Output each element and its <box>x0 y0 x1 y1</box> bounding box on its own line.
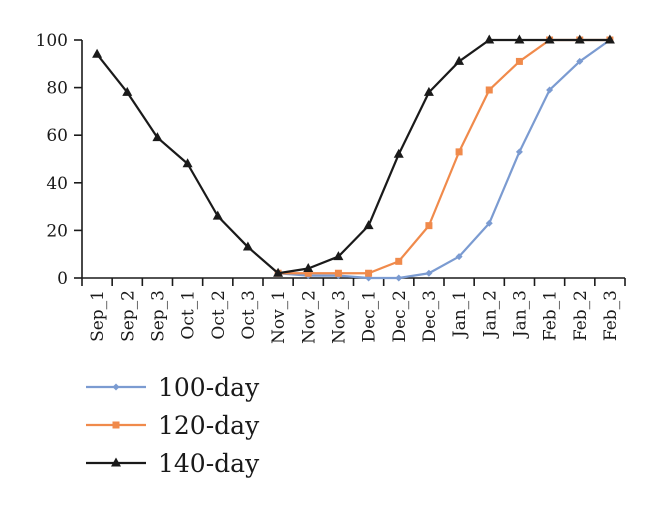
x-tick-label: Dec_3 <box>420 290 440 343</box>
data-point-140-day <box>122 86 133 96</box>
data-point-140-day <box>544 34 555 44</box>
x-axis: Sep_1 Sep_2 Sep_3 Oct_1 Oct_2 Oct_3 Nov_1 Nov_2… <box>81 277 626 344</box>
legend-label: 140-day <box>158 449 260 478</box>
x-tick-label: Feb_2 <box>571 290 591 341</box>
x-tick-label: Jan_1 <box>450 290 470 339</box>
data-point-140-day <box>363 220 374 230</box>
data-point-100-day <box>546 86 554 94</box>
y-axis: 0 20 40 60 80 100 <box>36 31 83 289</box>
x-tick-label: Jan_3 <box>510 290 530 339</box>
data-point-120-day <box>334 269 342 277</box>
data-point-100-day <box>515 148 523 156</box>
data-point-140-day <box>393 148 404 158</box>
legend-marker <box>112 421 120 429</box>
legend-marker <box>112 383 120 391</box>
data-point-140-day <box>484 34 495 44</box>
data-point-100-day <box>395 274 403 282</box>
legend-label: 120-day <box>158 411 260 440</box>
data-point-100-day <box>455 253 463 261</box>
data-point-140-day <box>604 34 615 44</box>
x-tick-label: Nov_2 <box>299 290 319 344</box>
legend: 100-day 120-day 140-day <box>86 373 260 478</box>
data-point-140-day <box>303 262 314 272</box>
y-tick-label: 20 <box>46 221 68 241</box>
series-line-140-day <box>96 38 610 275</box>
y-tick-label: 0 <box>57 269 68 289</box>
series-100-day <box>274 36 614 282</box>
y-tick-label: 100 <box>36 31 68 51</box>
y-tick-label: 40 <box>46 174 68 194</box>
legend-item-120-day: 120-day <box>86 411 260 440</box>
data-point-140-day <box>574 34 585 44</box>
data-point-100-day <box>425 269 433 277</box>
data-point-140-day <box>273 267 284 277</box>
data-point-140-day <box>454 55 465 65</box>
y-tick-label: 80 <box>46 79 68 99</box>
series-140-day <box>92 34 615 277</box>
plot-series <box>92 34 615 282</box>
data-point-140-day <box>333 251 344 261</box>
data-point-120-day <box>425 222 433 230</box>
data-point-120-day <box>365 269 373 277</box>
legend-marker <box>111 457 121 467</box>
data-point-100-day <box>576 57 584 65</box>
x-tick-label: Jan_2 <box>480 290 500 339</box>
x-tick-label: Feb_1 <box>541 290 561 341</box>
series-line-120-day <box>278 38 610 275</box>
x-tick-label: Sep_2 <box>118 290 138 342</box>
series-line-100-day <box>277 39 611 280</box>
data-point-120-day <box>395 257 403 265</box>
x-tick-label: Oct_3 <box>239 290 259 340</box>
x-tick-label: Oct_2 <box>209 290 229 340</box>
x-tick-label: Nov_1 <box>269 290 289 344</box>
legend-item-100-day: 100-day <box>86 373 260 402</box>
series-120-day <box>274 36 614 277</box>
x-tick-label: Dec_2 <box>390 290 410 343</box>
x-tick-label: Dec_1 <box>360 290 380 343</box>
data-point-120-day <box>485 86 493 94</box>
data-point-140-day <box>423 86 434 96</box>
data-point-120-day <box>304 269 312 277</box>
x-tick-label: Nov_3 <box>329 290 349 344</box>
data-point-140-day <box>182 158 193 168</box>
data-point-140-day <box>242 241 253 251</box>
data-point-100-day <box>485 219 493 227</box>
y-tick-label: 60 <box>46 126 68 146</box>
data-point-120-day <box>515 57 523 65</box>
data-point-140-day <box>92 48 103 58</box>
data-point-140-day <box>152 132 163 142</box>
legend-label: 100-day <box>158 373 260 402</box>
x-tick-label: Feb_3 <box>601 290 621 341</box>
data-point-140-day <box>514 34 525 44</box>
x-tick-label: Sep_3 <box>148 290 168 342</box>
x-tick-label: Sep_1 <box>88 290 108 342</box>
legend-item-140-day: 140-day <box>86 449 260 478</box>
data-point-140-day <box>212 210 223 220</box>
data-point-120-day <box>455 148 463 156</box>
x-tick-label: Oct_1 <box>179 290 199 340</box>
